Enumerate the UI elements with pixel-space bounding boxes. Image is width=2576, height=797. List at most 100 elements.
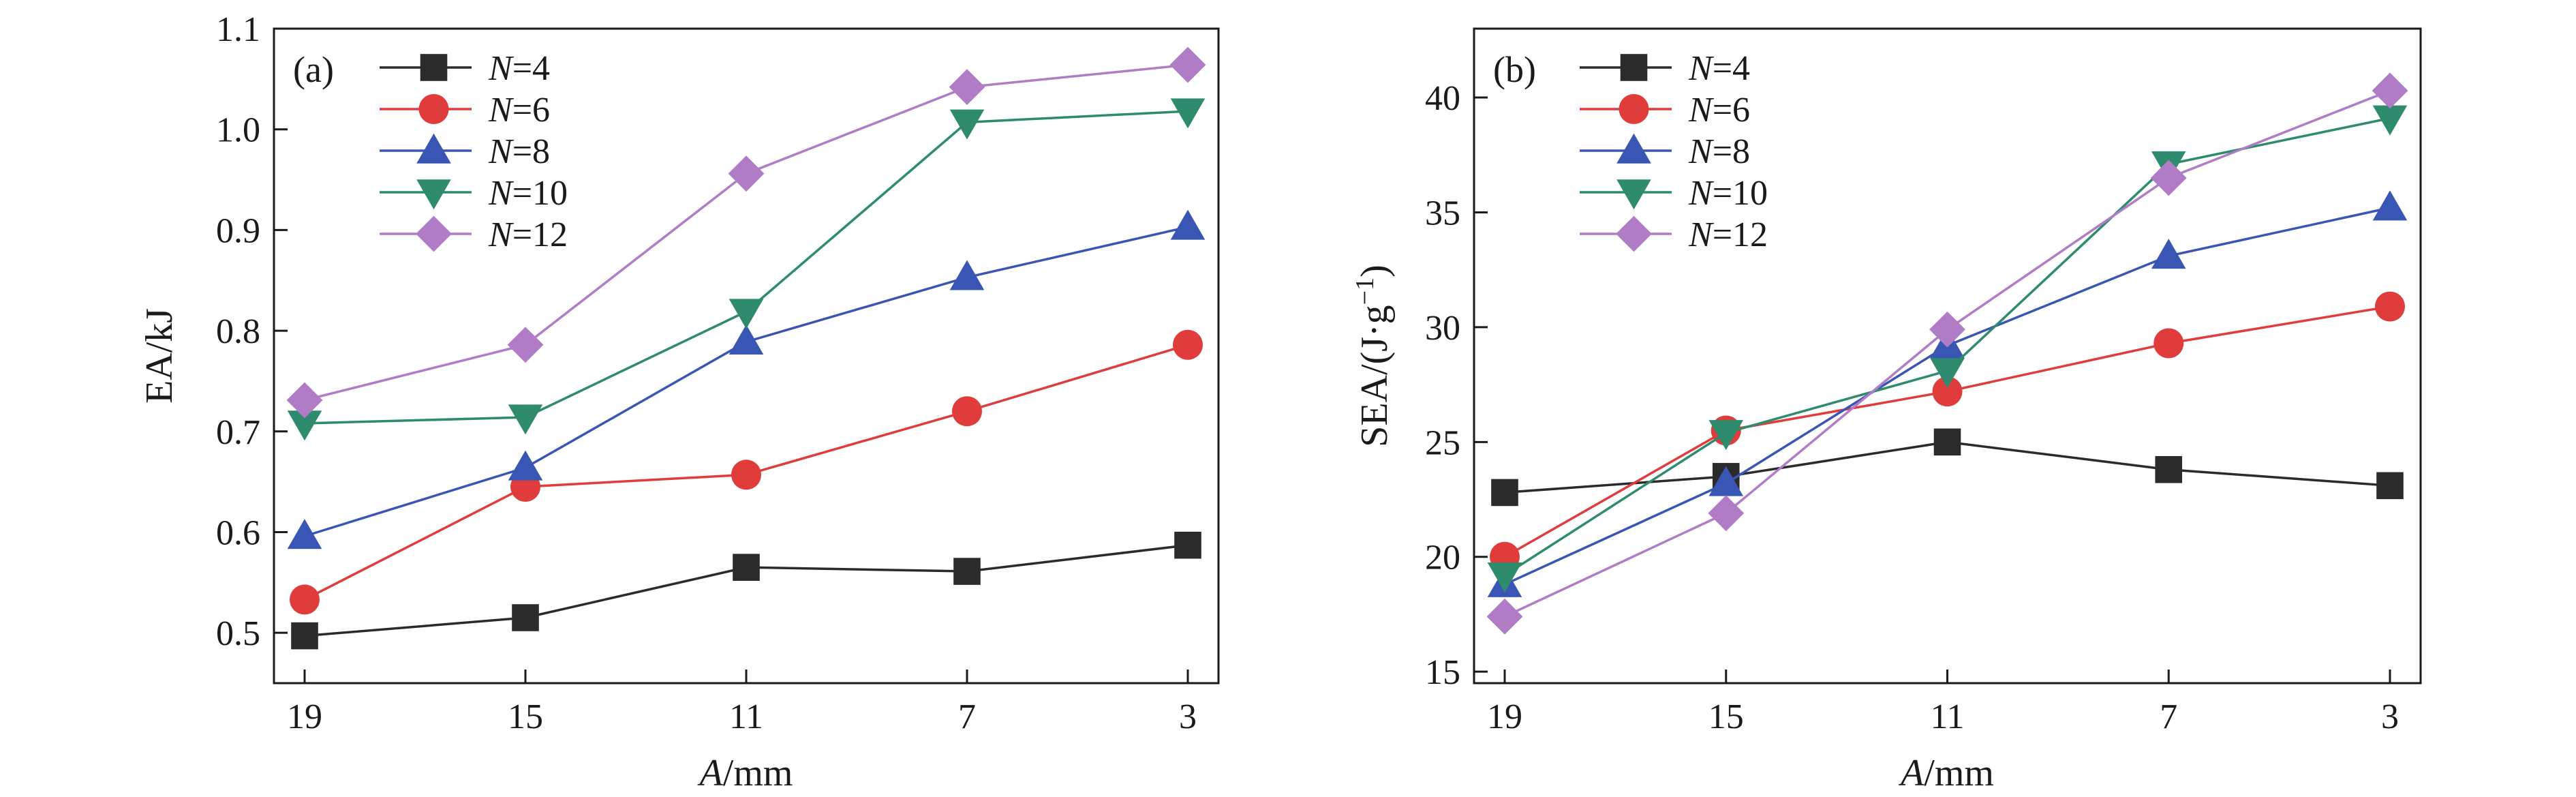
legend-entry: N=6	[380, 91, 550, 130]
x-tick-label: 19	[1487, 697, 1522, 736]
legend-label-italic: N	[488, 215, 515, 254]
data-point	[2372, 72, 2408, 109]
data-point	[1708, 495, 1745, 532]
data-point	[287, 410, 322, 441]
data-point	[1169, 46, 1206, 83]
y-tick-label: 15	[1425, 653, 1460, 692]
series-N=4	[1491, 428, 2404, 507]
panel-label: (b)	[1493, 49, 1536, 90]
data-point	[508, 404, 543, 435]
legend-marker	[1619, 94, 1649, 124]
x-tick-label: 7	[958, 697, 976, 736]
x-tick-label: 15	[1708, 697, 1744, 736]
legend-entry: N=12	[1580, 215, 1768, 254]
data-point	[1170, 98, 1206, 129]
legend-entry: N=4	[380, 49, 550, 88]
data-point	[731, 460, 761, 490]
panel-a: 19 15 11 7 3 A/mm 0.5 0.6 0.7 0.8 0.9 1.0 1.1 EA/kJ (a…	[138, 10, 1220, 794]
y-tick-label: 0.7	[216, 413, 260, 452]
x-axis-label: A/mm	[1898, 752, 1994, 794]
data-point	[733, 554, 760, 581]
data-point	[2375, 291, 2405, 322]
y-tick-label: 20	[1425, 539, 1460, 577]
legend-label: N=12	[1688, 215, 1768, 254]
legend-label-italic: N	[1688, 215, 1715, 254]
legend-label: N=4	[488, 49, 550, 88]
y-axis-label: EA/kJ	[138, 308, 181, 404]
y-tick-label: 40	[1425, 79, 1460, 118]
y-tick-label: 35	[1425, 194, 1460, 232]
x-axis-label-italic: A	[697, 752, 724, 794]
x-tick-label: 11	[729, 697, 763, 736]
data-point	[2372, 105, 2408, 136]
y-tick-label: 30	[1425, 309, 1460, 348]
legend-marker	[416, 215, 452, 252]
legend-label-italic: N	[1688, 132, 1715, 171]
legend-label-value: =4	[512, 49, 550, 88]
data-point	[949, 69, 985, 106]
series-N=8	[287, 209, 1206, 550]
series-N=4	[291, 531, 1201, 650]
legend-label: N=8	[1688, 132, 1750, 171]
legend-label-value: =12	[1713, 215, 1768, 254]
x-axis: 19 15 11 7 3	[1487, 670, 2399, 736]
data-point	[2376, 472, 2404, 500]
legend: N=4N=6N=8N=10N=12	[1580, 49, 1768, 254]
legend-label: N=8	[488, 132, 550, 171]
legend-entry: N=4	[1580, 49, 1750, 88]
legend-label-italic: N	[488, 132, 515, 171]
legend-label-value: =12	[512, 215, 568, 254]
y-tick-label: 1.0	[216, 111, 260, 150]
x-axis-label-italic: A	[1898, 752, 1925, 794]
legend-label: N=10	[1688, 174, 1768, 213]
y-tick-label: 1.1	[216, 10, 260, 49]
legend-marker	[420, 54, 448, 81]
legend-entry: N=12	[380, 215, 568, 254]
x-tick-label: 7	[2160, 697, 2177, 736]
legend-label-value: =8	[512, 132, 550, 171]
x-tick-label: 3	[1179, 697, 1197, 736]
y-tick-label: 0.9	[216, 211, 260, 250]
legend-marker	[1616, 179, 1651, 210]
data-point	[1173, 329, 1203, 360]
legend-label: N=6	[1688, 91, 1750, 130]
legend-entry: N=6	[1580, 91, 1750, 130]
y-axis-label-main: EA/kJ	[138, 308, 181, 404]
data-point	[512, 604, 539, 631]
legend-marker	[1620, 54, 1648, 81]
legend-label: N=4	[1688, 49, 1750, 88]
panel-label: (a)	[293, 49, 334, 90]
series-N=12	[286, 46, 1206, 419]
legend-marker	[416, 179, 451, 210]
legend-label-value: =10	[512, 174, 568, 213]
data-point	[2151, 239, 2186, 269]
y-tick-label: 0.8	[216, 312, 260, 351]
data-point	[1170, 209, 1206, 240]
x-axis-label-unit: /mm	[1924, 752, 1994, 794]
data-point	[1708, 466, 1744, 496]
data-point	[1491, 479, 1518, 507]
plot-frame	[273, 27, 1220, 685]
x-tick-label: 11	[1930, 697, 1964, 736]
data-point	[1486, 598, 1523, 635]
data-point	[1932, 376, 1963, 407]
data-point	[949, 109, 985, 140]
data-point	[507, 327, 544, 363]
legend-entry: N=10	[380, 174, 568, 213]
x-axis-label: A/mm	[697, 752, 793, 794]
data-point	[1487, 562, 1522, 592]
y-axis: 0.5 0.6 0.7 0.8 0.9 1.0 1.1	[216, 10, 288, 653]
legend-label-value: =8	[1713, 132, 1750, 171]
x-tick-label: 15	[508, 697, 543, 736]
legend-label-italic: N	[488, 174, 515, 213]
y-axis-label-close: )	[1353, 265, 1396, 277]
legend-label-value: =4	[1713, 49, 1750, 88]
legend-label: N=10	[488, 174, 568, 213]
y-tick-label: 0.6	[216, 513, 260, 552]
y-axis-label-sup: −1	[1351, 277, 1379, 305]
legend-label: N=12	[488, 215, 568, 254]
data-point	[949, 260, 985, 290]
